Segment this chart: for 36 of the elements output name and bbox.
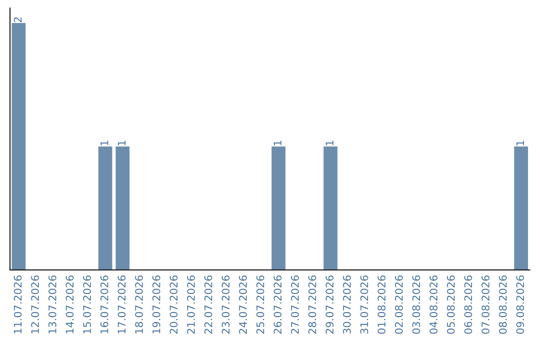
data-label: 2 bbox=[14, 17, 22, 22]
x-tick-label: 25.07.2026 bbox=[256, 275, 264, 334]
x-tick-label: 18.07.2026 bbox=[135, 275, 143, 334]
x-tick-label: 14.07.2026 bbox=[66, 275, 74, 334]
x-tick-label: 09.08.2026 bbox=[516, 275, 524, 334]
x-tick-label: 15.07.2026 bbox=[83, 275, 91, 334]
data-label: 1 bbox=[516, 140, 524, 146]
x-tick-label: 01.08.2026 bbox=[378, 275, 386, 334]
data-label: 1 bbox=[326, 140, 334, 146]
x-tick-label: 26.07.2026 bbox=[274, 275, 282, 334]
x-tick-label: 04.08.2026 bbox=[430, 275, 438, 334]
x-tick-label: 20.07.2026 bbox=[170, 275, 178, 334]
x-tick-label: 12.07.2026 bbox=[31, 275, 39, 334]
x-tick-label: 28.07.2026 bbox=[308, 275, 316, 334]
x-tick-label: 27.07.2026 bbox=[290, 275, 299, 334]
x-tick-label: 05.08.2026 bbox=[446, 275, 455, 334]
x-tick-label: 31.07.2026 bbox=[360, 275, 368, 334]
x-tick-label: 11.07.2026 bbox=[14, 275, 22, 334]
x-tick-label: 08.08.2026 bbox=[498, 275, 507, 334]
data-label: 1 bbox=[118, 140, 126, 146]
x-tick-label: 13.07.2026 bbox=[48, 275, 56, 334]
x-tick-label: 03.08.2026 bbox=[412, 275, 420, 334]
x-tick-label: 24.07.2026 bbox=[239, 275, 247, 334]
x-tick-label: 21.07.2026 bbox=[187, 275, 195, 334]
x-tick-label: 23.07.2026 bbox=[222, 275, 230, 334]
x-tick-label: 07.08.2026 bbox=[482, 275, 490, 334]
x-tick-label: 02.08.2026 bbox=[394, 275, 403, 334]
x-tick-label: 29.07.2026 bbox=[326, 275, 334, 334]
x-tick-label: 30.07.2026 bbox=[342, 275, 351, 334]
x-tick-label: 22.07.2026 bbox=[204, 275, 212, 334]
data-label: 1 bbox=[274, 140, 282, 146]
data-label: 1 bbox=[100, 140, 108, 146]
x-tick-label: 19.07.2026 bbox=[152, 275, 160, 334]
x-tick-label: 06.08.2026 bbox=[464, 275, 472, 334]
x-tick-label: 16.07.2026 bbox=[100, 275, 108, 334]
x-tick-label: 17.07.2026 bbox=[118, 275, 126, 334]
